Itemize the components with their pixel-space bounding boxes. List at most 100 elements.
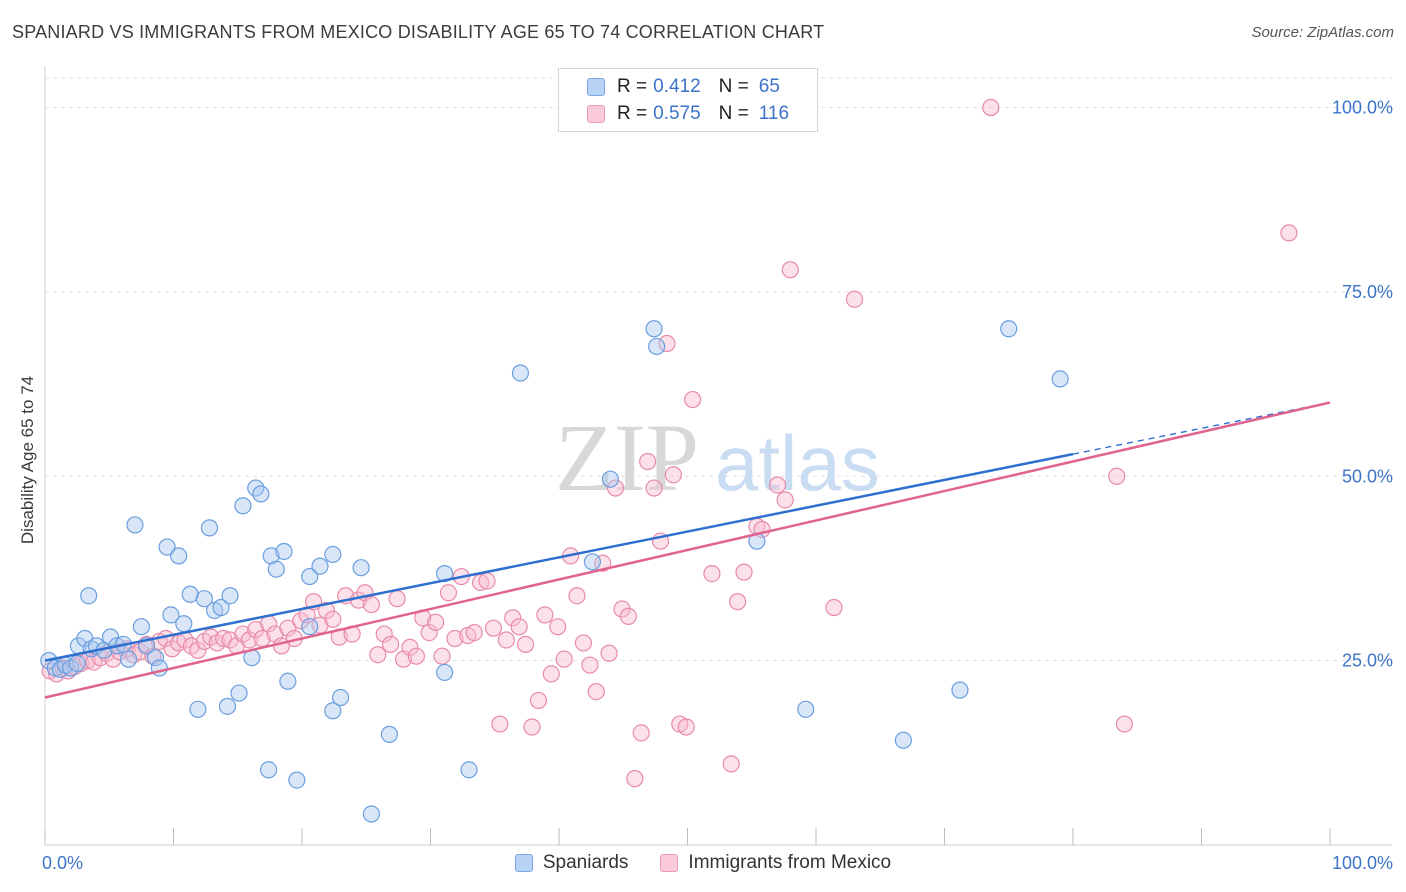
point-immigrants <box>510 618 528 636</box>
point-spaniards <box>311 557 329 575</box>
legend-row-spaniards: R = 0.412 N = 65 <box>587 75 780 99</box>
legend-label-spaniards: Spaniards <box>542 852 629 873</box>
point-immigrants <box>645 479 663 497</box>
axes <box>44 66 1392 846</box>
point-spaniards <box>126 516 144 534</box>
point-immigrants <box>619 607 637 625</box>
point-spaniards <box>331 688 350 707</box>
point-spaniards <box>951 681 969 699</box>
point-immigrants <box>362 595 380 614</box>
point-spaniards <box>218 697 237 715</box>
point-spaniards <box>362 805 380 823</box>
y-tick-label: 25.0% <box>1342 651 1393 671</box>
point-spaniards <box>352 559 370 577</box>
legend-swatch-pink <box>660 854 679 872</box>
point-spaniards <box>288 771 306 789</box>
legend-r-value: 0.575 <box>653 103 701 124</box>
trend-line-spaniards <box>44 452 1074 662</box>
point-immigrants <box>446 629 464 648</box>
point-spaniards <box>175 615 193 633</box>
point-spaniards <box>324 545 342 564</box>
point-immigrants <box>215 629 233 648</box>
point-immigrants <box>472 573 490 592</box>
legend-r-label: R = <box>617 76 648 97</box>
point-immigrants <box>401 638 419 656</box>
point-immigrants <box>317 601 336 620</box>
point-spaniards <box>275 542 293 561</box>
point-spaniards <box>1051 370 1069 388</box>
point-immigrants <box>729 593 747 611</box>
point-spaniards <box>221 587 239 605</box>
point-immigrants <box>626 770 644 788</box>
x-tick-label: 0.0% <box>42 853 83 873</box>
point-immigrants <box>587 682 605 701</box>
point-immigrants <box>504 609 522 627</box>
point-spaniards <box>301 567 319 586</box>
point-spaniards <box>80 587 98 605</box>
point-spaniards <box>601 470 620 488</box>
point-spaniards <box>279 672 297 690</box>
point-immigrants <box>677 718 695 736</box>
point-spaniards <box>380 725 398 743</box>
point-spaniards <box>259 761 278 779</box>
point-immigrants <box>516 635 535 654</box>
point-spaniards <box>212 598 230 617</box>
point-spaniards <box>252 485 270 503</box>
point-spaniards <box>797 700 815 718</box>
point-spaniards <box>583 553 602 571</box>
point-immigrants <box>703 564 721 583</box>
point-immigrants <box>324 610 342 628</box>
point-spaniards <box>324 702 342 720</box>
legend-swatch-pink <box>587 105 605 123</box>
point-immigrants <box>497 631 515 649</box>
point-immigrants <box>722 755 740 773</box>
point-immigrants <box>433 647 451 665</box>
point-spaniards <box>119 650 138 668</box>
point-immigrants <box>439 584 458 602</box>
point-immigrants <box>825 598 843 617</box>
point-immigrants <box>658 334 676 353</box>
point-immigrants <box>484 619 503 637</box>
point-immigrants <box>555 650 573 668</box>
point-spaniards <box>436 663 454 682</box>
point-immigrants <box>478 572 496 590</box>
point-immigrants <box>292 612 310 630</box>
point-immigrants <box>234 625 252 643</box>
point-immigrants <box>1280 224 1298 242</box>
point-immigrants <box>632 724 650 742</box>
point-spaniards <box>645 320 663 338</box>
point-spaniards <box>230 684 248 702</box>
point-immigrants <box>639 452 657 471</box>
point-spaniards <box>460 761 478 779</box>
point-spaniards <box>195 590 213 608</box>
watermark-atlas: atlas <box>715 419 880 507</box>
point-spaniards <box>648 337 666 356</box>
point-immigrants <box>568 587 586 605</box>
point-spaniards <box>158 538 176 556</box>
legend-n-value: 116 <box>758 103 790 124</box>
point-immigrants <box>382 635 400 654</box>
point-spaniards <box>170 547 188 565</box>
chart-title: SPANIARD VS IMMIGRANTS FROM MEXICO DISAB… <box>12 22 825 42</box>
watermark-zip: ZIP <box>555 404 699 511</box>
legend-n-value: 65 <box>758 76 780 97</box>
point-immigrants <box>684 390 702 409</box>
legend-item-spaniards: Spaniards <box>514 852 629 874</box>
point-spaniards <box>301 618 319 636</box>
legend-swatch-blue <box>587 78 605 96</box>
point-immigrants <box>279 619 297 637</box>
point-immigrants <box>581 656 599 674</box>
point-spaniards <box>894 731 912 749</box>
y-tick-label: 100.0% <box>1332 98 1393 118</box>
y-tick-label: 50.0% <box>1342 466 1393 486</box>
point-immigrants <box>735 563 753 581</box>
point-immigrants <box>388 590 406 608</box>
point-immigrants <box>542 665 560 683</box>
point-spaniards <box>1000 320 1018 338</box>
spaniards-points <box>40 320 1069 823</box>
point-immigrants <box>202 628 220 646</box>
zipatlas-watermark: ZIP atlas <box>555 404 880 511</box>
point-immigrants <box>523 718 541 736</box>
point-immigrants <box>1115 715 1134 733</box>
